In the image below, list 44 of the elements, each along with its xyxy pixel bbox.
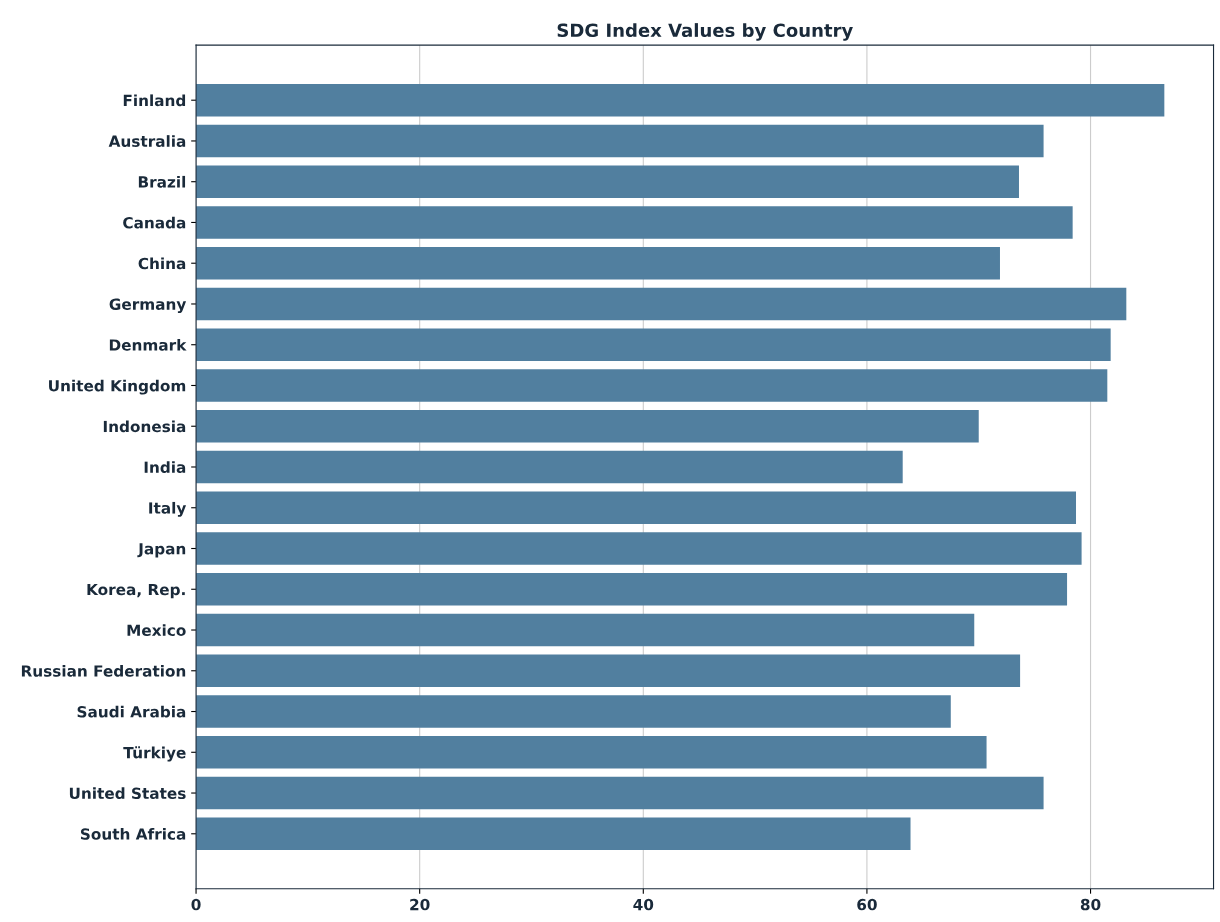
y-tick-label: Saudi Arabia	[77, 705, 186, 718]
bar	[196, 532, 1082, 565]
y-tick-label: South Africa	[80, 827, 186, 840]
y-tick-label: Mexico	[127, 624, 186, 637]
x-tick-label: 80	[1080, 898, 1101, 911]
bar	[196, 369, 1108, 402]
y-tick-label: Canada	[123, 216, 186, 229]
y-tick-label: India	[144, 461, 186, 474]
y-tick-label: United Kingdom	[49, 379, 186, 395]
y-tick-label: Germany	[109, 298, 187, 314]
bar	[196, 206, 1073, 239]
x-tick-label: 60	[857, 898, 877, 911]
y-tick-label: Australia	[108, 135, 186, 147]
y-tick-label: Türkiye	[123, 746, 186, 762]
y-tick-label: Italy	[149, 501, 187, 517]
bar	[196, 328, 1111, 362]
chart-title: SDG Index Values by Country	[557, 23, 853, 41]
y-tick-label: Korea, Rep.	[87, 583, 185, 599]
bar	[196, 246, 1000, 280]
bar	[196, 165, 1019, 199]
y-tick-label: Brazil	[138, 175, 186, 188]
y-tick-label: Indonesia	[103, 420, 186, 433]
bar	[196, 409, 979, 443]
bar	[196, 695, 951, 728]
x-tick-label: 20	[410, 898, 430, 911]
bar	[196, 124, 1044, 158]
bar	[196, 613, 975, 647]
bar	[196, 776, 1044, 810]
bar	[196, 287, 1127, 321]
y-tick-label: China	[138, 257, 186, 270]
bar	[196, 450, 903, 484]
y-tick-label: United States	[69, 787, 186, 800]
y-tick-label: Japan	[137, 543, 186, 558]
bar	[196, 817, 911, 851]
bar	[196, 491, 1077, 525]
y-tick-label: Finland	[123, 94, 186, 107]
x-tick-label: 0	[191, 898, 201, 911]
x-tick-label: 40	[633, 898, 654, 911]
bar	[196, 654, 1021, 688]
bar	[196, 83, 1165, 117]
bar	[196, 572, 1068, 606]
y-tick-label: Denmark	[109, 338, 187, 351]
y-tick-label: Russian Federation	[21, 664, 186, 677]
bar	[196, 735, 987, 769]
